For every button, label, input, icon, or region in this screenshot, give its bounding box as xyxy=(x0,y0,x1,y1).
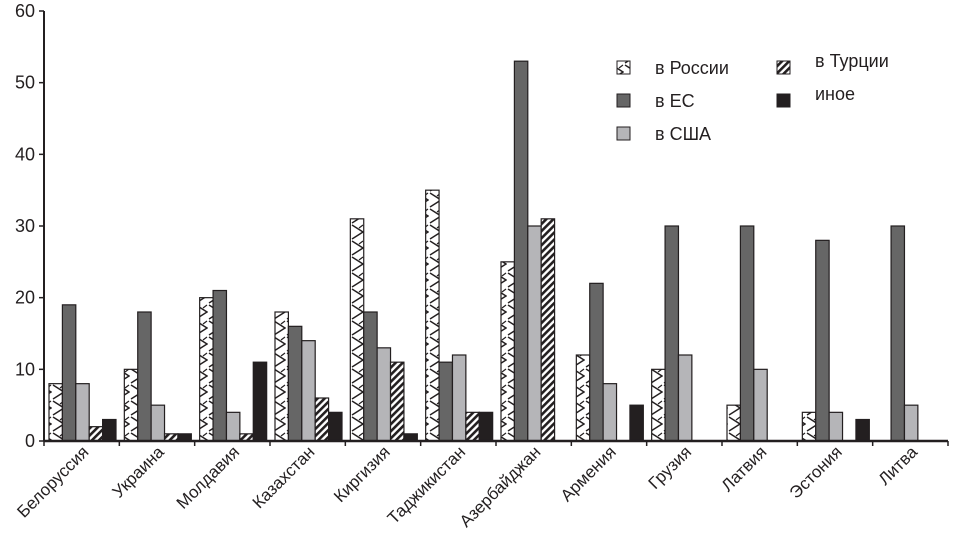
bar xyxy=(301,340,316,442)
legend-swatch xyxy=(616,126,631,141)
bar xyxy=(540,218,556,442)
bar-group xyxy=(199,289,268,442)
legend-item: в России xyxy=(616,58,729,78)
bar xyxy=(828,411,844,442)
x-tick-label: Киргизия xyxy=(330,442,394,506)
bar xyxy=(513,60,529,442)
bar xyxy=(890,225,906,442)
bar xyxy=(328,411,343,442)
bar xyxy=(465,411,480,442)
bar xyxy=(438,361,454,442)
bar-group xyxy=(651,225,693,442)
bar-group xyxy=(801,239,870,442)
bar-group xyxy=(425,189,494,442)
bar xyxy=(500,261,515,442)
bar xyxy=(274,311,289,442)
bar xyxy=(48,383,63,442)
bar-group xyxy=(349,218,418,442)
bar xyxy=(451,354,467,442)
bar xyxy=(903,404,919,442)
bars xyxy=(48,60,919,442)
x-tick-label: Эстония xyxy=(786,442,846,502)
bar-group xyxy=(274,311,343,442)
legend: в России в ЕС в США в Турции иное xyxy=(616,51,889,144)
bar xyxy=(815,239,830,442)
bar xyxy=(212,289,228,442)
legend-label: иное xyxy=(815,84,855,104)
bar-group xyxy=(890,225,919,442)
bar-group xyxy=(726,225,768,442)
bar xyxy=(425,189,440,442)
x-tick-label: Казахстан xyxy=(249,442,319,512)
y-axis: 0 10 20 30 40 50 60 xyxy=(15,1,45,451)
y-tick-label: 40 xyxy=(15,144,35,164)
bar xyxy=(753,368,768,442)
bar xyxy=(651,368,666,442)
y-tick-label: 10 xyxy=(15,359,35,379)
bar xyxy=(739,225,755,442)
bar xyxy=(314,397,330,442)
x-tick-label: Латвия xyxy=(718,442,771,495)
bar-group xyxy=(48,304,117,442)
legend-item: в ЕС xyxy=(616,91,695,111)
legend-swatch xyxy=(776,93,791,108)
bar xyxy=(664,225,680,442)
bar xyxy=(349,218,365,442)
legend-label: в Турции xyxy=(815,51,889,71)
x-tick-label: Литва xyxy=(875,442,922,489)
bar xyxy=(589,282,604,442)
bar xyxy=(252,361,268,442)
bar xyxy=(527,225,542,442)
bar-group xyxy=(575,282,644,442)
bar xyxy=(478,411,494,442)
bar xyxy=(75,383,90,442)
y-tick-label: 50 xyxy=(15,73,35,93)
y-tick-label: 0 xyxy=(25,431,35,451)
legend-item: иное xyxy=(776,84,855,108)
bar xyxy=(287,325,303,442)
legend-item: в США xyxy=(616,124,711,144)
legend-swatch xyxy=(776,60,791,75)
bar xyxy=(575,354,591,442)
legend-label: в США xyxy=(655,124,711,144)
bar xyxy=(801,411,817,442)
x-tick-label: Белоруссия xyxy=(13,442,92,521)
x-tick-label: Армения xyxy=(557,442,620,505)
x-tick-label: Молдавия xyxy=(173,442,243,512)
y-tick-label: 60 xyxy=(15,1,35,21)
x-tick-label: Азербайджан xyxy=(456,442,545,531)
bar xyxy=(629,404,644,442)
bar xyxy=(61,304,77,442)
legend-label: в России xyxy=(655,58,729,78)
bar xyxy=(726,404,741,442)
x-tick-label: Грузия xyxy=(645,442,696,493)
bar xyxy=(199,297,214,442)
y-tick-label: 20 xyxy=(15,288,35,308)
bar xyxy=(150,404,166,442)
x-tick-label: Украина xyxy=(109,442,169,502)
bar xyxy=(677,354,693,442)
bar xyxy=(137,311,152,442)
bar-group xyxy=(500,60,556,442)
bar-group xyxy=(123,311,192,442)
legend-swatch xyxy=(616,93,631,108)
legend-item: в Турции xyxy=(776,51,889,75)
bar xyxy=(88,426,104,442)
bar xyxy=(101,418,117,442)
legend-swatch xyxy=(616,60,631,75)
legend-label: в ЕС xyxy=(655,91,695,111)
bar xyxy=(225,411,241,442)
bar xyxy=(602,383,618,442)
bar xyxy=(855,418,870,442)
x-axis: Белоруссия Украина Молдавия Казахстан Киргиз… xyxy=(13,439,949,531)
bar xyxy=(376,347,392,442)
bar xyxy=(389,361,405,442)
x-tick-label: Таджикистан xyxy=(384,442,469,527)
bar xyxy=(123,368,139,442)
bar xyxy=(363,311,378,442)
y-tick-label: 30 xyxy=(15,216,35,236)
